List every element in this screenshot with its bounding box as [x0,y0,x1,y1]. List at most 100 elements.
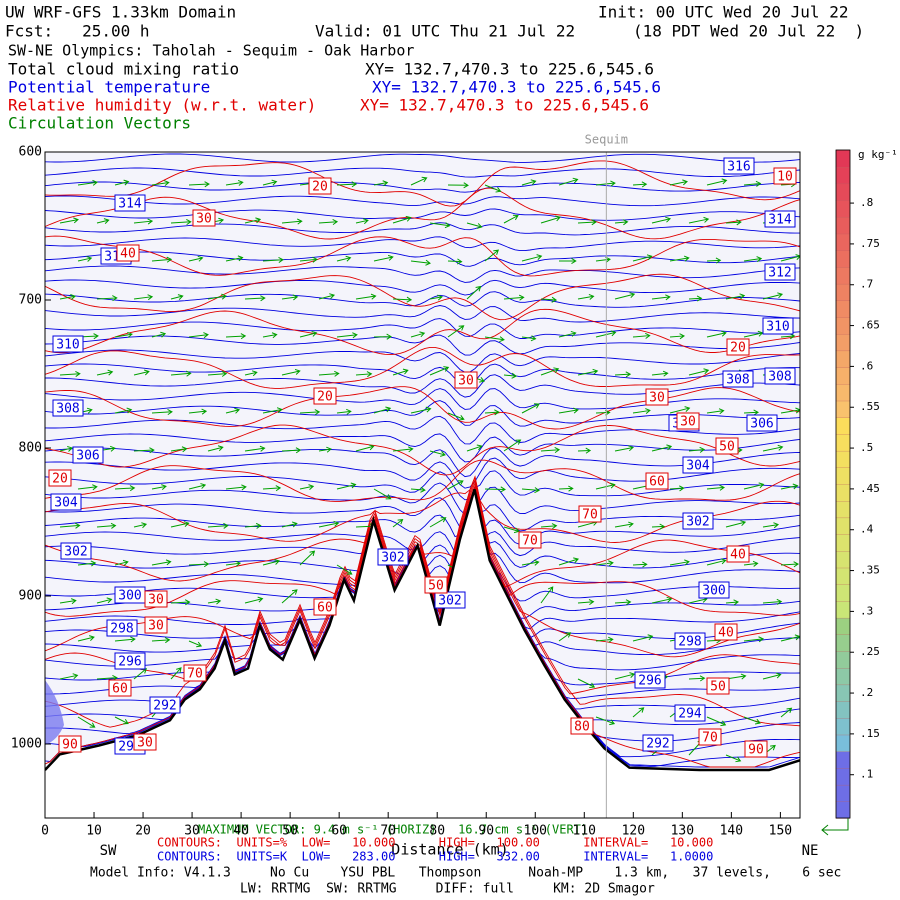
circulation-vector [170,521,190,528]
circulation-vector [188,332,209,339]
circulation-vector [669,559,690,566]
circulation-vector [207,445,224,452]
circulation-vector [318,293,336,300]
theta-contour [45,447,800,478]
circulation-vector [614,599,632,606]
rh-label: 20 [317,390,333,405]
circulation-vector [503,372,518,379]
x-tick-label: 100 [524,824,547,839]
circulation-vector [614,292,636,300]
circulation-vector [447,258,463,265]
x-tick-label: 40 [233,824,249,839]
circulation-vector [355,218,369,225]
circulation-vector [262,256,284,263]
circulation-vector [410,486,426,493]
theta-contour [45,487,800,532]
circulation-vector [521,254,543,262]
circulation-vector [281,368,301,376]
circulation-vector [114,407,133,414]
colorbar-segment [835,450,851,468]
theta-contour-info: CONTOURS: UNITS=K LOW= 283.00 HIGH= 332.… [157,850,713,864]
circulation-vector [77,635,95,642]
theta-contour [45,318,800,339]
circulation-vector [96,218,110,225]
circulation-vector [336,181,358,188]
colorbar-segment [835,567,851,585]
theta-contour [45,482,800,516]
forecast-hour: Fcst: 25.00 h [5,22,150,41]
theta-label-box [762,317,794,335]
circulation-vector [318,219,339,226]
rh-contour [45,484,800,617]
rh-label: 20 [52,472,68,487]
rh-label: 30 [148,619,164,634]
circulation-vector [743,409,760,416]
theta-label: 314 [768,213,792,228]
colorbar-unit: g kg⁻¹ [858,148,898,161]
circulation-vector [503,526,520,534]
theta-label-box [682,512,714,530]
circulation-vector [299,409,321,416]
theta-label: 292 [646,737,669,752]
theta-label-box [52,335,84,353]
circulation-vector [484,409,500,416]
circulation-vector [725,219,742,226]
circulation-vector [577,447,592,454]
colorbar-segment [835,483,851,502]
theta-contour [45,486,800,545]
circulation-vector [170,219,192,226]
circulation-vector [281,447,302,454]
theta-label: 308 [726,373,749,388]
circulation-vector [133,218,154,225]
circulation-vector [170,370,192,377]
colorbar-tick-label: .65 [860,319,880,332]
rh-label: 90 [62,738,78,753]
colorbar-segment [835,600,851,619]
theta-label: 308 [768,370,791,385]
colorbar-tick-label: .3 [860,604,873,617]
circulation-vector [244,217,262,224]
colorbar-segment [835,550,851,569]
colorbar-frame [835,149,851,819]
colorbar-segment [835,433,851,452]
circulation-vector [743,180,762,187]
theta-label: 304 [686,459,710,474]
theta-label-box [434,591,466,609]
theta-label-box [682,456,714,474]
circulation-vector [595,636,614,643]
circulation-vector [133,447,155,454]
circulation-vector [299,550,316,566]
circulation-vector [244,596,264,604]
circulation-vector [669,485,685,492]
circulation-vector [207,598,222,605]
circulation-vector [743,716,761,725]
circulation-vector [59,294,77,300]
rh-label: 50 [428,579,444,594]
theta-label-box [674,632,706,650]
circulation-vector [651,294,671,301]
circulation-vector [207,370,228,377]
colorbar-tick-label: .15 [860,727,880,740]
circulation-vector [207,522,229,529]
circulation-vector [706,484,725,491]
plot-frame [44,151,801,819]
x-tick-label: 20 [135,824,151,839]
theta-label: 298 [110,622,133,637]
theta-label: 298 [678,635,701,650]
colorbar-tick-label: .5 [860,441,873,454]
circulation-vector [373,180,389,187]
rh-label-box [698,728,722,746]
circulation-vector [114,636,136,643]
circulation-vector [59,598,77,605]
transect: SW-NE Olympics: Taholah - Sequim - Oak H… [8,42,414,60]
theta-label-box [674,704,706,722]
circulation-vector [188,255,204,262]
circulation-vector [558,485,574,492]
field-extent: XY= 132.7,470.3 to 225.6,545.6 [365,60,654,79]
circulation-vector [77,484,98,491]
model-info: Model Info: V4.1.3 No Cu YSU PBL Thompso… [90,866,841,881]
circulation-vector [688,368,710,376]
circulation-vector [780,407,800,414]
colorbar-segment [835,316,851,335]
circulation-vector [558,177,579,186]
